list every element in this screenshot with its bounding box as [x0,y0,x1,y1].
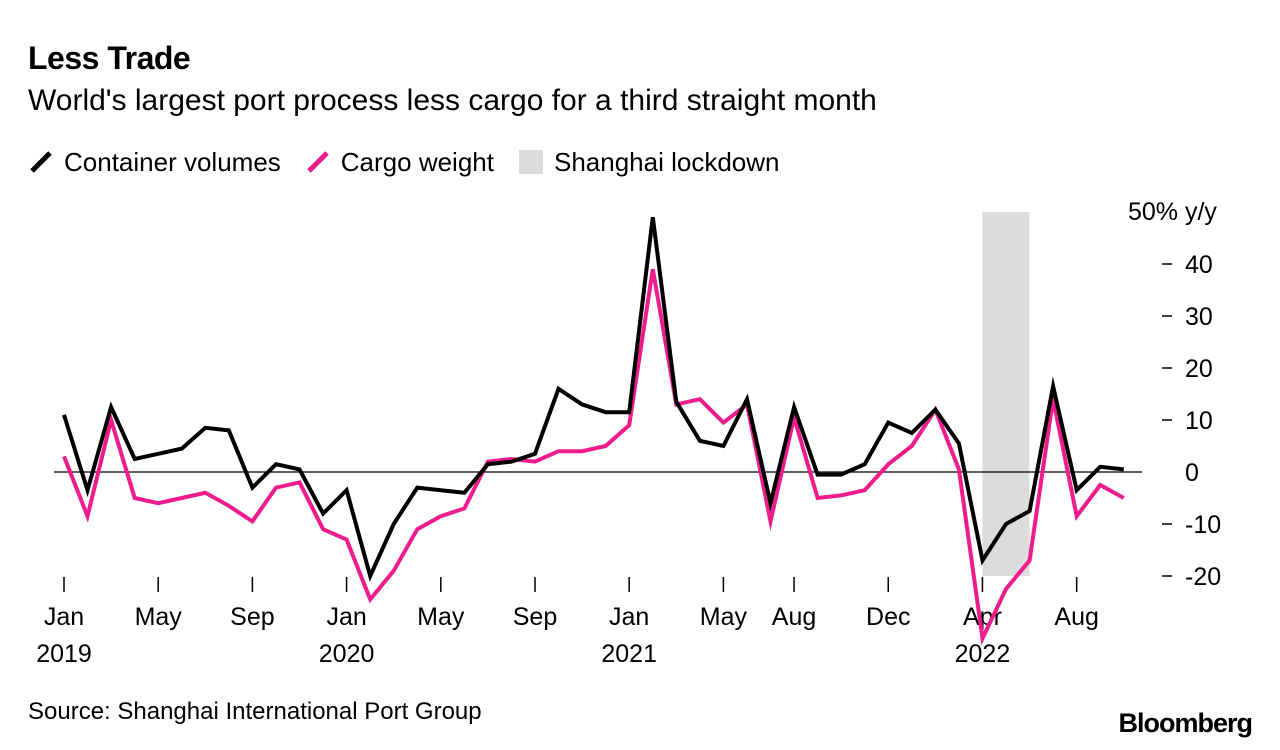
x-tick-label: May [135,603,183,631]
x-tick-year-label: 2019 [36,640,92,668]
legend-label-cargo: Cargo weight [340,146,494,177]
bloomberg-logo: Bloomberg [1118,708,1253,738]
x-tick-label: Aug [1054,603,1098,631]
cargo-line-icon [307,151,329,173]
chart-subtitle: World's largest port process less cargo … [28,84,877,117]
y-tick-label: -20 [1185,563,1221,591]
series-line-container-volumes [62,216,1125,582]
x-axis: Jan 2019 May Sep Jan 2020 May Sep Jan 2021 May Aug D… [36,577,1099,668]
x-tick-label: Aug [772,603,816,631]
legend-item-cargo: Cargo weight [305,147,494,178]
legend-label-container: Container volumes [64,146,281,177]
legend: Container volumes Cargo weight Shanghai … [28,145,803,179]
x-tick-label: Sep [230,603,274,631]
y-tick-label: 40 [1185,251,1213,279]
lockdown-swatch-icon [518,150,543,174]
x-tick-label: May [700,603,748,631]
legend-item-lockdown: Shanghai lockdown [518,146,780,178]
x-tick-label: Jan [609,603,649,631]
x-tick-label: Jan [44,603,84,631]
x-tick-label: May [417,603,465,631]
series-line-cargo-weight [62,268,1125,646]
x-tick-label: Dec [866,603,910,631]
y-tick-label: -10 [1185,511,1221,539]
y-tick-label: 20 [1185,355,1213,383]
x-tick-year-label: 2021 [601,640,657,668]
lockdown-shaded-region [982,212,1030,576]
chart-title: Less Trade [28,40,191,76]
y-tick-label: 10 [1185,407,1213,435]
container-line-icon [30,151,52,173]
y-tick-label: 30 [1185,303,1213,331]
x-tick-year-label: 2020 [319,640,375,668]
x-tick-label: Jan [326,603,366,631]
x-tick-label: Sep [513,603,557,631]
series-layer [62,216,1125,646]
y-tick-label: 0 [1185,459,1199,487]
x-tick-year-label: 2022 [955,640,1011,668]
y-axis-top-label: 50% y/y [1128,198,1217,226]
legend-label-lockdown: Shanghai lockdown [553,146,780,177]
y-axis: -20 -10 0 10 20 30 40 [1162,251,1221,591]
source-note: Source: Shanghai International Port Grou… [28,698,482,725]
legend-item-container: Container volumes [28,147,281,178]
